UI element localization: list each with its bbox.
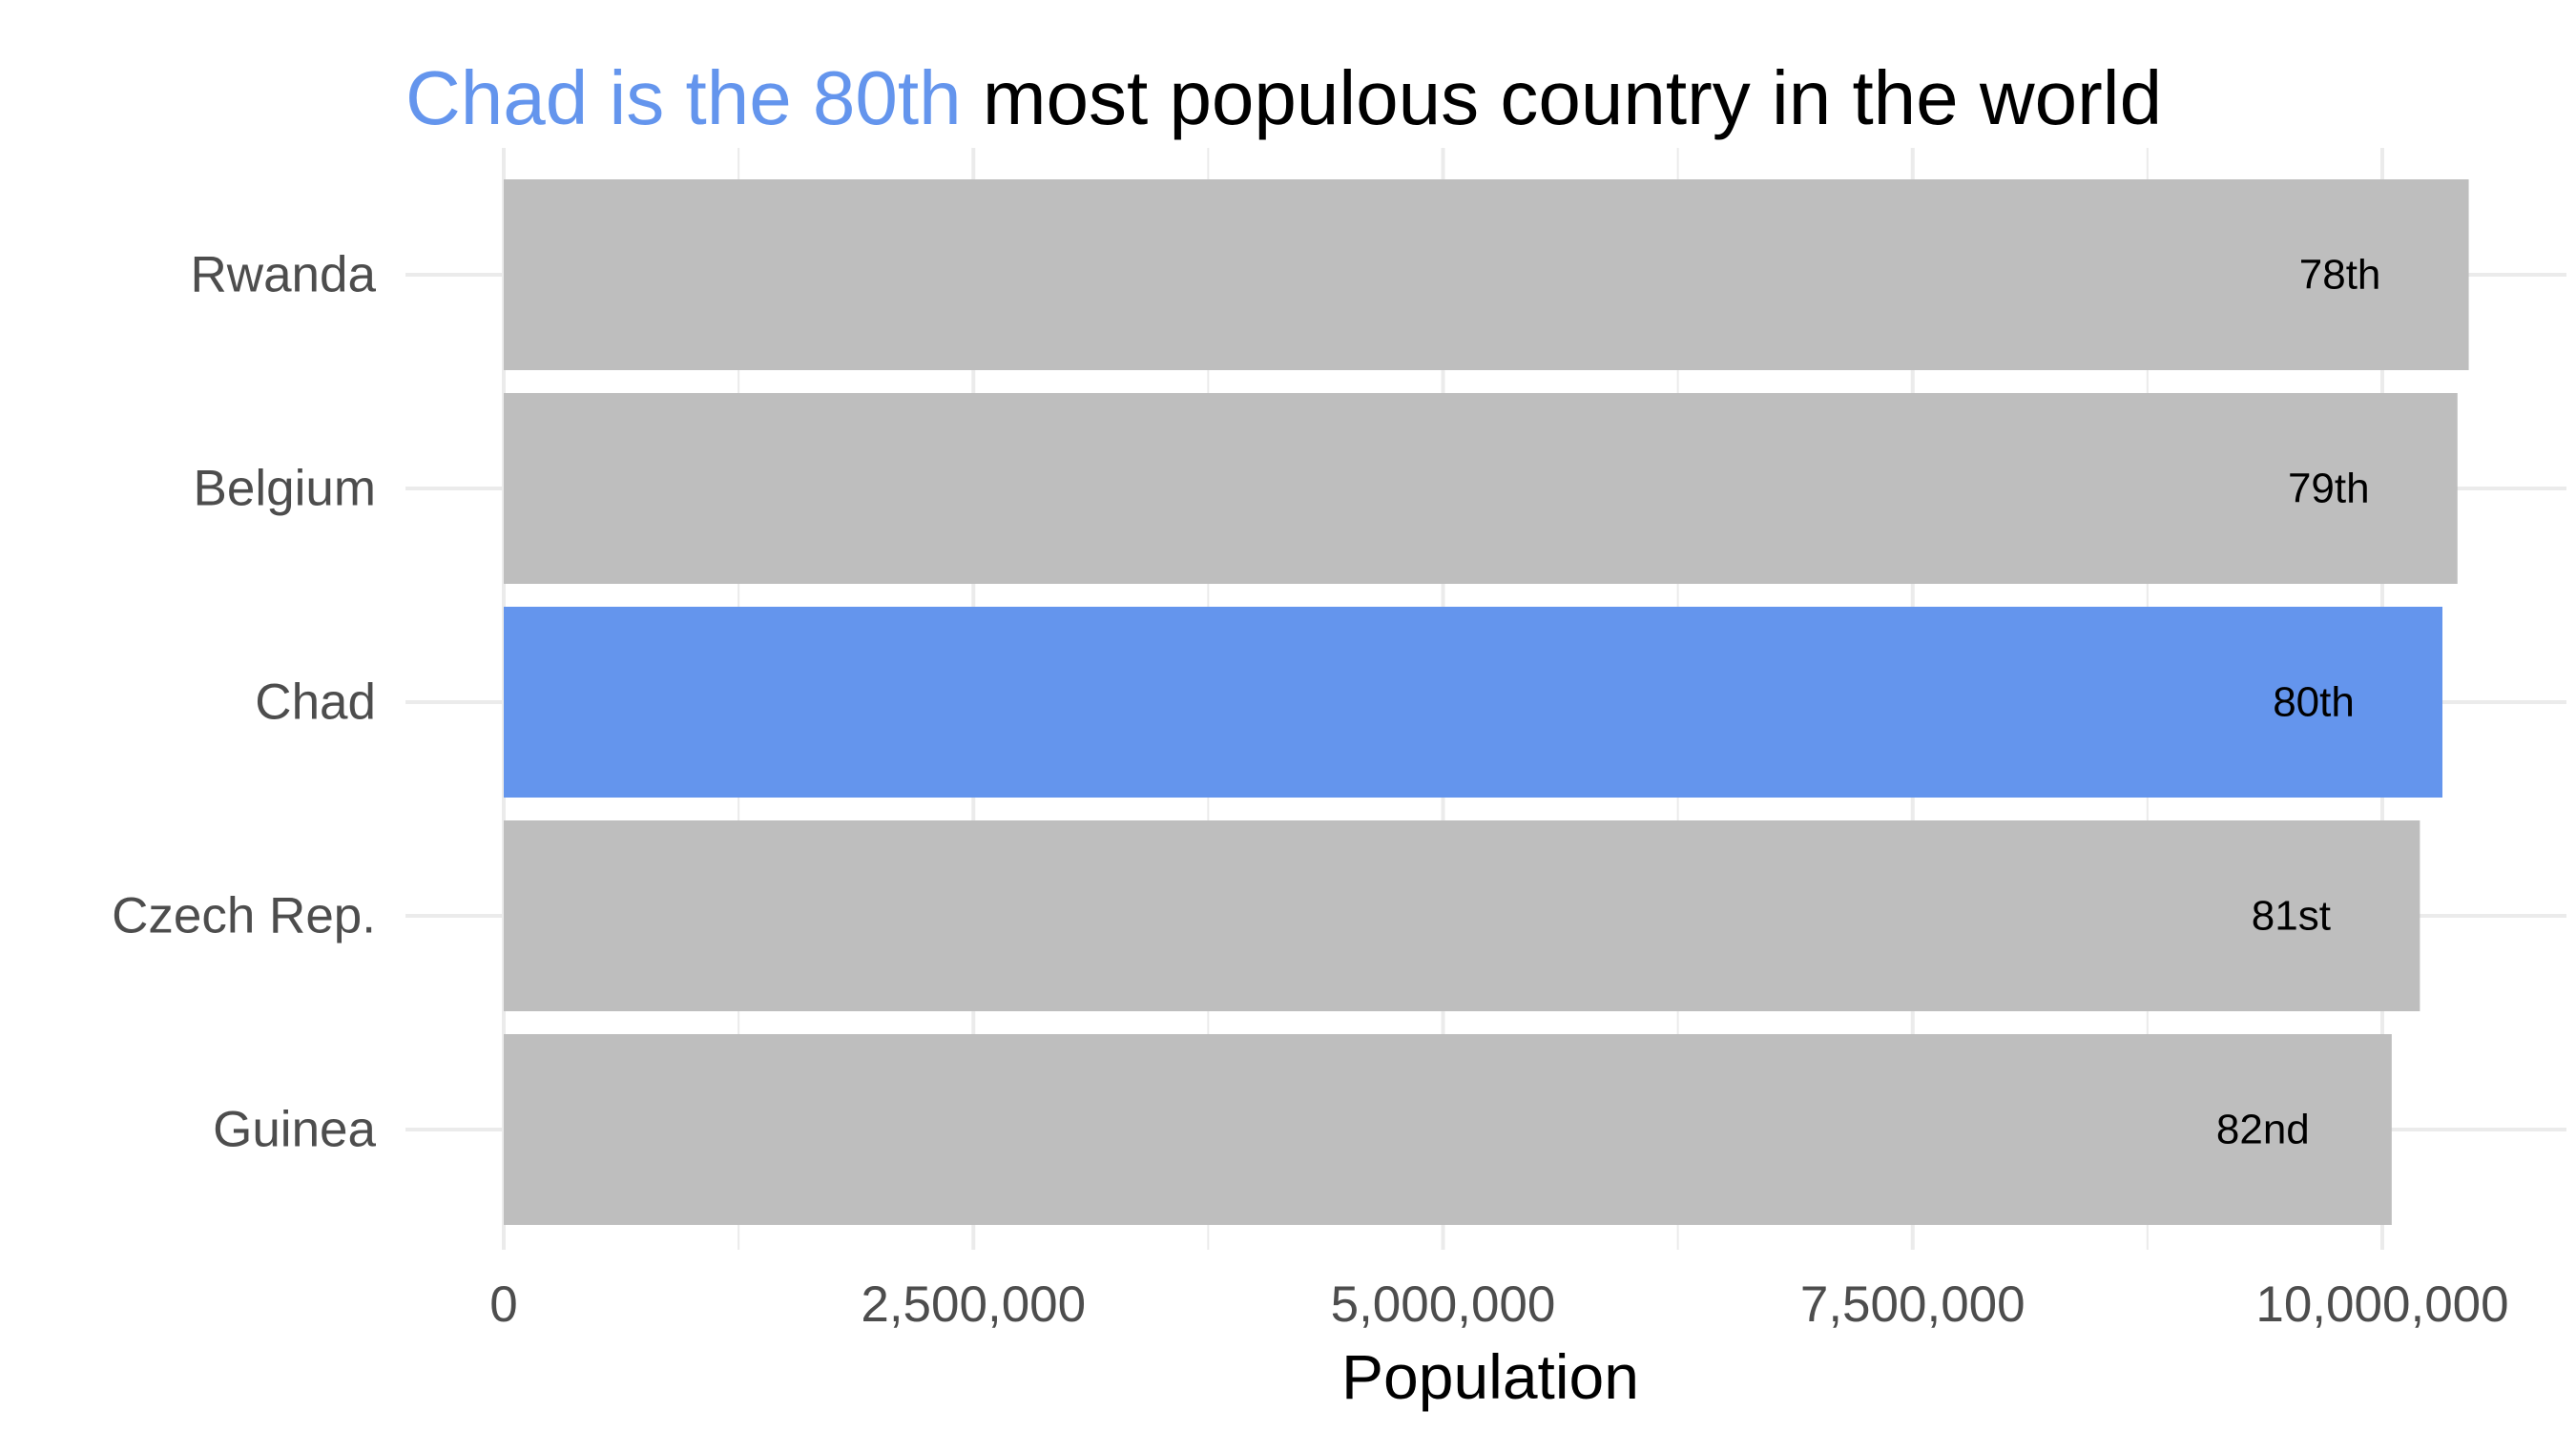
rank-label: 79th [2288,466,2370,512]
bar-rwanda [504,179,2469,370]
category-label: Chad [255,674,376,731]
rank-label: 80th [2273,679,2355,726]
rank-label: 81st [2252,893,2331,940]
rank-label: 78th [2299,252,2381,299]
x-tick-label: 5,000,000 [1331,1276,1556,1333]
category-label: Czech Rep. [112,888,376,944]
category-label: Rwanda [191,247,377,303]
category-label: Belgium [194,461,376,517]
bar-chad [504,607,2443,798]
x-tick-label: 0 [489,1276,517,1333]
chart-title: Chad is the 80th most populous country i… [405,55,2162,140]
x-tick-label: 2,500,000 [861,1276,1086,1333]
bar-guinea [504,1034,2392,1225]
rank-label: 82nd [2216,1107,2310,1153]
bar-czech-rep [504,820,2420,1011]
chart-title-highlight: Chad is the 80th [405,55,962,140]
x-tick-label: 10,000,000 [2255,1276,2508,1333]
rank-labels: 78th 79th 80th 81st 82nd [2216,252,2380,1153]
bar-belgium [504,393,2458,584]
chart-title-rest: most populous country in the world [962,55,2162,140]
category-axis-labels: Rwanda Belgium Chad Czech Rep. Guinea [112,247,376,1158]
x-axis-title: Population [1341,1341,1639,1412]
x-tick-label: 7,500,000 [1800,1276,2025,1333]
category-label: Guinea [213,1102,376,1158]
x-axis-tick-labels: 0 2,500,000 5,000,000 7,500,000 10,000,000 [489,1276,2508,1333]
bars [504,179,2469,1225]
